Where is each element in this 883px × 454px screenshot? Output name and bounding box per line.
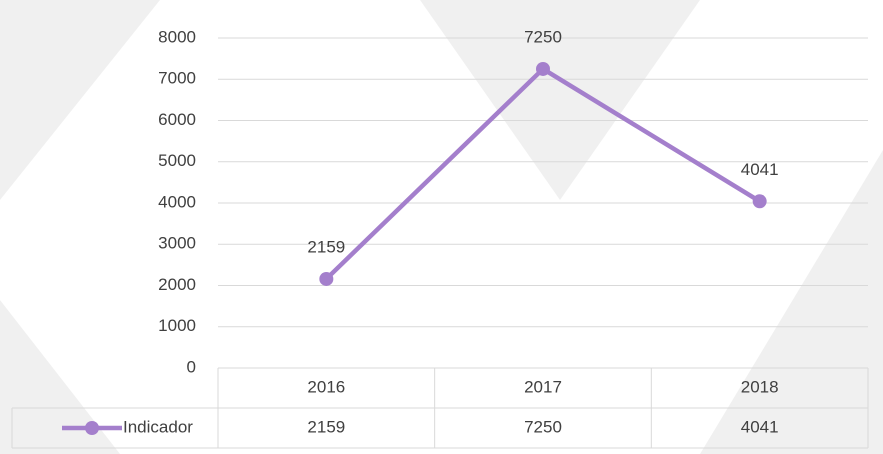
marker [536,61,550,76]
y-tick-label: 8000 [158,27,196,46]
table-value: 2159 [307,417,345,436]
y-tick-label: 4000 [158,192,196,211]
x-tick-label: 2017 [524,377,562,396]
x-tick-label: 2018 [741,377,779,396]
table-value: 7250 [524,417,562,436]
y-tick-label: 2000 [158,275,196,294]
x-tick-label: 2016 [307,377,345,396]
y-tick-label: 6000 [158,110,196,129]
legend-label: Indicador [123,417,193,436]
data-label: 2159 [307,237,345,256]
legend-marker [85,421,99,435]
marker [319,271,334,286]
data-label: 7250 [524,27,562,46]
table-value: 4041 [741,417,779,436]
y-tick-label: 0 [187,357,196,376]
data-label: 4041 [741,160,779,179]
y-tick-label: 3000 [158,234,196,253]
y-tick-label: 7000 [158,69,196,88]
y-tick-label: 1000 [158,316,196,335]
y-tick-label: 5000 [158,151,196,170]
marker [752,194,767,209]
